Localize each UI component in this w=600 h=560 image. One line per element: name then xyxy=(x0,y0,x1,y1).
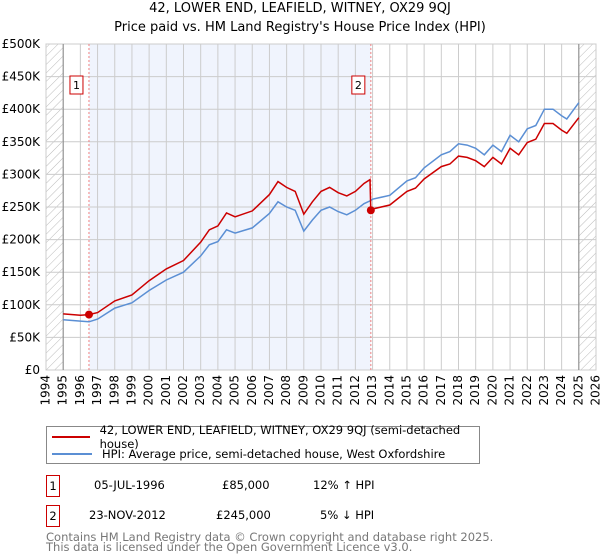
property-price-line xyxy=(63,117,580,316)
sale-point xyxy=(84,310,93,319)
y-tick-label: £100K xyxy=(2,298,42,312)
y-tick-label: £500K xyxy=(2,37,42,51)
x-tick-label: 1994 xyxy=(39,375,53,406)
legend-item-property: 42, LOWER END, LEAFIELD, WITNEY, OX29 9Q… xyxy=(47,423,479,451)
x-tick-label: 1997 xyxy=(90,375,104,406)
x-tick-label: 2016 xyxy=(417,375,431,406)
x-tick-label: 2018 xyxy=(451,375,465,406)
sale-hpi: 12% ↑ HPI xyxy=(313,478,375,492)
price-chart: 1994 1995 1996 1997 1998 1999 2000 2001 2002 2003… xyxy=(2,37,600,406)
y-tick-label: £200K xyxy=(2,233,42,247)
sale-price: £245,000 xyxy=(216,508,271,522)
sale-hpi: 5% ↓ HPI xyxy=(320,508,375,522)
y-tick-label: £250K xyxy=(2,200,42,214)
y-tick-label: £50K xyxy=(9,330,41,344)
sale-price: £85,000 xyxy=(222,478,270,492)
x-tick-label: 2012 xyxy=(348,375,362,406)
x-tick-label: 1999 xyxy=(124,375,138,406)
x-tick-label: 2006 xyxy=(245,375,259,406)
x-tick-label: 2010 xyxy=(314,375,328,406)
legend-label: HPI: Average price, semi-detached house,… xyxy=(102,447,446,461)
x-tick-label: 2023 xyxy=(537,375,551,406)
legend-label: 42, LOWER END, LEAFIELD, WITNEY, OX29 9Q… xyxy=(99,423,461,451)
x-tick-label: 1995 xyxy=(56,375,70,406)
x-tick-label: 2005 xyxy=(228,375,242,406)
x-tick-label: 2013 xyxy=(365,375,379,406)
sale-label: 2 xyxy=(355,79,362,92)
x-tick-label: 1998 xyxy=(107,375,121,406)
sale-label: 1 xyxy=(73,79,80,92)
chart-title: 42, LOWER END, LEAFIELD, WITNEY, OX29 9Q… xyxy=(149,1,451,16)
x-tick-label: 2004 xyxy=(210,375,224,406)
sale-label-box xyxy=(351,75,366,95)
x-tick-label: 2022 xyxy=(520,375,534,406)
x-tick-label: 2026 xyxy=(589,375,600,406)
x-tick-label: 2014 xyxy=(382,375,396,406)
footer-licence: This data is licensed under the Open Gov… xyxy=(46,540,413,554)
x-tick-label: 2021 xyxy=(503,375,517,406)
sale-marker: 1 xyxy=(46,475,60,497)
x-tick-label: 2008 xyxy=(279,375,293,406)
x-tick-label: 2024 xyxy=(554,375,568,406)
sale-marker: 2 xyxy=(46,505,60,527)
y-tick-label: £0 xyxy=(25,363,40,377)
y-tick-label: £150K xyxy=(2,265,42,279)
x-tick-label: 2002 xyxy=(176,375,190,406)
legend-swatch-blue xyxy=(52,453,92,455)
legend-item-hpi: HPI: Average price, semi-detached house,… xyxy=(47,446,445,462)
legend: 42, LOWER END, LEAFIELD, WITNEY, OX29 9Q… xyxy=(46,423,480,464)
sale-date: 23-NOV-2012 xyxy=(89,508,166,522)
x-tick-label: 2011 xyxy=(331,375,345,406)
legend-swatch-red xyxy=(52,436,90,438)
x-tick-label: 2000 xyxy=(142,375,156,406)
y-tick-label: £350K xyxy=(2,135,42,149)
x-tick-label: 1996 xyxy=(73,375,87,406)
y-tick-label: £400K xyxy=(2,102,42,116)
footer-copyright: Contains HM Land Registry data © Crown c… xyxy=(46,530,494,544)
x-tick-label: 2019 xyxy=(468,375,482,406)
x-tick-label: 2015 xyxy=(399,375,413,406)
x-tick-label: 2017 xyxy=(434,375,448,406)
x-tick-label: 2020 xyxy=(485,375,499,406)
x-tick-label: 2007 xyxy=(262,375,276,406)
hpi-line xyxy=(63,102,580,323)
y-tick-label: £450K xyxy=(2,70,42,84)
chart-subtitle: Price paid vs. HM Land Registry's House … xyxy=(114,20,486,35)
sale-point xyxy=(366,206,375,215)
y-tick-label: £300K xyxy=(2,167,42,181)
sale-label-box xyxy=(69,75,84,95)
x-tick-label: 2001 xyxy=(159,375,173,406)
x-tick-label: 2025 xyxy=(571,375,585,406)
x-tick-label: 2003 xyxy=(193,375,207,406)
x-tick-label: 2009 xyxy=(296,375,310,406)
sale-date: 05-JUL-1996 xyxy=(94,478,165,492)
